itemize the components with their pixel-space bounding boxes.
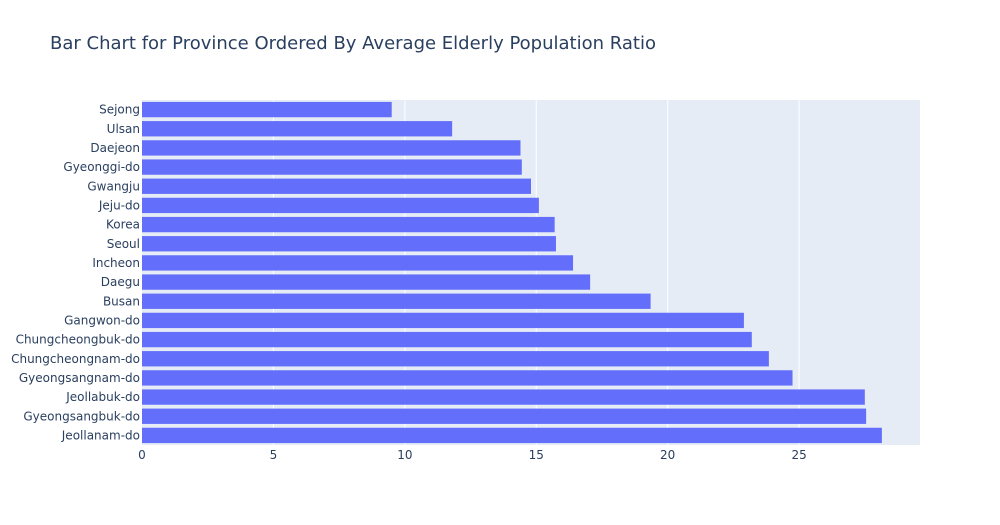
y-tick-label: Gyeongsangnam-do [19,371,140,385]
y-tick-label: Ulsan [107,122,140,136]
bar [142,101,392,118]
y-tick-label: Chungcheongbuk-do [16,333,140,347]
y-tick-label: Gyeongsangbuk-do [23,409,140,423]
y-tick-label: Korea [106,218,140,232]
bar [142,197,539,214]
y-tick-label: Gyeonggi-do [63,160,140,174]
grid-lines [272,100,800,445]
x-tick-label: 20 [660,448,675,462]
y-tick-label: Jeju-do [98,198,140,212]
y-tick-labels: Sejong Ulsan Daejeon Gyeonggi-do Gwangju Jeju… [11,103,140,443]
x-tick-label: 15 [529,448,544,462]
y-tick-label: Seoul [107,237,140,251]
bar [142,121,453,137]
bar [142,293,651,309]
bar [142,236,556,252]
y-tick-label: Gwangju [87,179,140,193]
y-tick-label: Daegu [101,275,140,289]
y-tick-label: Gangwon-do [64,313,140,327]
x-tick-label: 0 [138,448,146,462]
y-tick-label: Sejong [99,103,140,117]
x-tick-label: 10 [397,448,412,462]
bar [142,351,769,367]
bar [142,408,867,424]
bar [142,312,744,329]
bar [142,331,752,348]
bar [142,427,882,444]
bar [142,140,521,156]
y-tick-label: Jeollanam-do [61,428,140,442]
bar [142,370,793,386]
bars [142,101,882,444]
y-tick-label: Chungcheongnam-do [11,352,140,366]
bar [142,274,591,290]
y-tick-label: Daejeon [90,141,140,155]
y-tick-label: Busan [103,294,140,308]
y-tick-label: Jeollabuk-do [65,390,140,404]
bar [142,216,555,233]
bar [142,389,865,405]
chart-title: Bar Chart for Province Ordered By Averag… [50,33,656,54]
x-tick-labels: 0 5 10 15 20 25 [138,448,807,462]
bar [142,159,522,175]
plot-area [142,100,920,445]
y-tick-label: Incheon [92,256,140,270]
x-tick-label: 5 [270,448,278,462]
bar [142,255,574,271]
bar [142,178,531,194]
x-tick-label: 25 [791,448,806,462]
